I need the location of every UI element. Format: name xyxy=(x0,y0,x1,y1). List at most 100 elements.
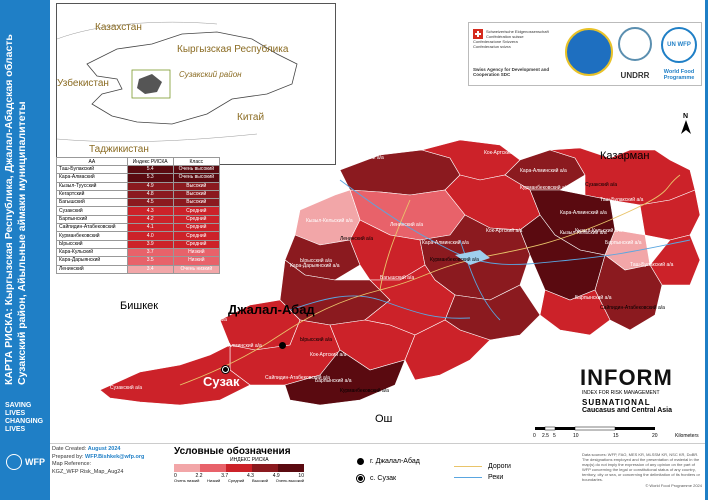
inset-label-uzbekistan: Узбекистан xyxy=(57,78,109,89)
row-index: 3.4 xyxy=(126,264,174,274)
municipality-label: Кара-Алминский а/а xyxy=(215,343,262,349)
table-row: Кызыл-Туусский 4.9 Высокий xyxy=(56,181,221,191)
region-south-east xyxy=(404,319,491,381)
inset-svg xyxy=(57,21,298,142)
row-name: Сайпидин-Атабековский xyxy=(56,223,128,233)
row-index: 5.4 xyxy=(126,164,174,175)
swiss-line: Confédération suisse xyxy=(486,34,524,39)
legend-tick: 4.3 xyxy=(246,473,254,479)
legend-color-bar xyxy=(174,464,304,472)
municipality-label: Курманбековский а/а xyxy=(430,257,479,263)
row-class: Средний xyxy=(172,239,221,249)
map-metadata: Date Created: August 2024 Prepared by: W… xyxy=(52,446,144,476)
scale-tick: 15 xyxy=(613,433,619,439)
kyrgyz-outline xyxy=(86,31,298,125)
row-index: 3.9 xyxy=(126,239,174,249)
row-class: Средний xyxy=(172,206,221,216)
place-kazarman: Казарман xyxy=(600,150,650,162)
right-border xyxy=(705,0,708,500)
legend-village: с. Сузак xyxy=(357,475,396,482)
scale-tick: 0 xyxy=(533,433,536,439)
row-name: Курманбековский xyxy=(56,231,128,241)
table-row: Сайпидин-Атабековский 4.1 Средний xyxy=(56,223,221,233)
legend-village-label: с. Сузак xyxy=(370,475,397,482)
table-row: Сузакский 4.3 Средний xyxy=(56,206,221,216)
legend-tick: 10 xyxy=(298,473,304,479)
legend-tick: 2.2 xyxy=(195,473,203,479)
road-line-icon xyxy=(454,466,482,467)
row-name: Сузакский xyxy=(56,206,128,216)
region-east-band xyxy=(639,189,701,241)
row-class: Высокий xyxy=(172,198,221,208)
prepared-value: WFP.Bishkek@wfp.org xyxy=(85,453,145,460)
legend-swatch xyxy=(252,464,278,472)
north-arrow-icon xyxy=(681,120,691,134)
inset-locator-map: Казахстан Кыргызская Республика Узбекист… xyxy=(56,3,336,165)
table-row: Кара-Дарыянский 3.5 Низкий xyxy=(56,256,221,266)
slogan-line: LIVES xyxy=(5,410,26,417)
legend-swatch xyxy=(174,464,200,472)
inform-logo: INFORM xyxy=(580,365,673,390)
municipality-label: Сузакский а/а xyxy=(110,385,143,391)
region-barpy-s xyxy=(284,349,406,406)
wfp-globe-icon xyxy=(6,454,22,470)
swiss-line: Schweizerische Eidgenossenschaft xyxy=(486,29,549,34)
row-name: Кара-Алмаский xyxy=(56,173,128,183)
inform-sub2: SUBNATIONAL xyxy=(582,398,651,407)
legend-roads: Дороги xyxy=(454,463,511,470)
inset-label-china: Китай xyxy=(237,112,265,123)
legend-tick: 3.7 xyxy=(221,473,229,479)
row-index: 3.7 xyxy=(126,247,174,258)
legend-title: Условные обозначения xyxy=(174,446,291,457)
side-banner: КАРТА РИСКА: Кыргызская Республика, Джал… xyxy=(0,0,50,500)
legend-swatch xyxy=(200,464,226,472)
unwfp-logo: UN WFP World Food Programme xyxy=(659,27,699,81)
wfp-logo: WFP xyxy=(6,454,45,470)
legend-subtitle: ИНДЕКС РИСКА xyxy=(230,457,269,463)
scale-tick: 5 xyxy=(553,433,556,439)
legend-city-label: г. Джалал-Абад xyxy=(370,458,420,465)
date-value: August 2024 xyxy=(87,446,121,452)
slogan-line: SAVING xyxy=(5,402,32,409)
scale-unit: Kilometers xyxy=(675,433,699,439)
north-label: N xyxy=(683,113,689,120)
legend-class: Очень низкий xyxy=(174,478,200,483)
municipality-label: Кок-Артский а/а xyxy=(310,352,347,358)
municipality-label: Ырысский а/а xyxy=(195,317,227,323)
row-name: Кара-Дарыянский xyxy=(56,256,128,266)
copyright-text: © World Food Programme 2024 xyxy=(645,483,702,488)
municipality-label: Барпынский а/а xyxy=(575,295,612,301)
region-kara-alma-s xyxy=(539,289,611,336)
table-header: Индекс РИСКА xyxy=(126,157,174,166)
municipality-label: Барпынский а/а xyxy=(315,378,352,384)
rivers xyxy=(289,179,691,321)
inset-label-kazakhstan: Казахстан xyxy=(95,22,142,33)
row-class: Средний xyxy=(172,223,221,233)
municipality-label: Ырысский а/а xyxy=(300,258,332,264)
row-class: Очень высокий xyxy=(172,173,221,183)
row-index: 4.3 xyxy=(126,206,174,216)
table-row: Ырысский 3.9 Средний xyxy=(56,239,221,249)
municipality-label: Таш-Булакский а/а xyxy=(600,197,644,203)
swiss-line: Confederazione Svizzera xyxy=(473,39,518,44)
row-class: Высокий xyxy=(172,181,221,191)
village-marker-icon xyxy=(222,366,229,373)
legend-roads-label: Дороги xyxy=(488,463,511,470)
legend-tick: 0 xyxy=(174,473,177,479)
municipality-label: Кара-Алминский а/а xyxy=(422,240,469,246)
municipality-label: Кара-Алминский а/а xyxy=(520,168,567,174)
municipality-label: Кара-Алминский а/а xyxy=(560,210,607,216)
table-row: Барпынский 4.2 Средний xyxy=(56,214,221,225)
municipality-label: Сайпидин-Атабековский а/а xyxy=(265,375,330,381)
table-row: Таш-Булакский 5.4 Очень высокий xyxy=(56,164,221,175)
swiss-flag-icon xyxy=(473,29,483,39)
municipality-label: Багышский а/а xyxy=(380,275,415,281)
legend-classes: Очень низкий Низкий Средний Высокий Очен… xyxy=(174,478,304,483)
river-line-icon xyxy=(454,477,482,478)
municipality-label: Курманбековский а/а xyxy=(340,388,389,394)
village-symbol-icon xyxy=(357,475,364,482)
legend-rivers-label: Реки xyxy=(488,474,504,481)
legend-swatch xyxy=(226,464,252,472)
municipality-label: Таш-Булакский а/а xyxy=(630,262,674,268)
table-header: Класс xyxy=(172,157,221,166)
